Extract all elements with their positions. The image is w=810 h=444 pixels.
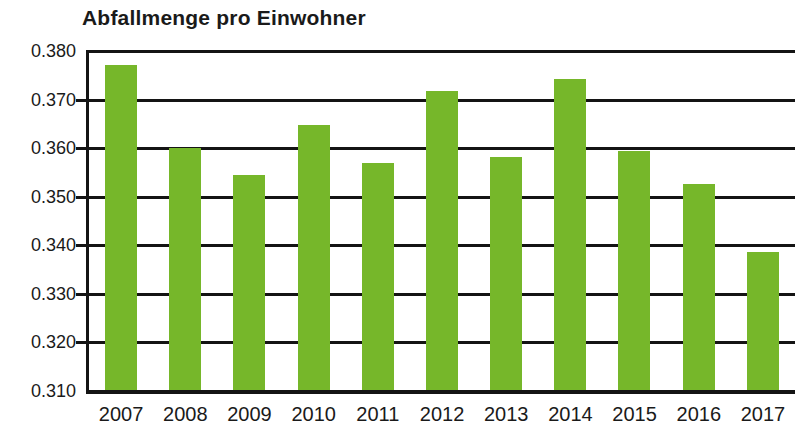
y-tick-label: 0.370 <box>0 90 76 110</box>
x-tick-label: 2013 <box>474 403 538 426</box>
x-tick-label: 2017 <box>731 403 795 426</box>
bar-2014 <box>554 79 586 390</box>
x-tick-label: 2016 <box>667 403 731 426</box>
bar-2008 <box>169 148 201 390</box>
x-tick-label: 2010 <box>282 403 346 426</box>
bar-2011 <box>362 163 394 390</box>
y-tick <box>76 99 89 102</box>
bar-chart-figure: Abfallmenge pro Einwohner 0.3800.3700.36… <box>0 0 810 444</box>
y-tick <box>76 147 89 150</box>
y-tick-label: 0.380 <box>0 41 76 61</box>
x-tick-label: 2012 <box>410 403 474 426</box>
bar-2016 <box>683 184 715 390</box>
y-tick-label: 0.320 <box>0 332 76 352</box>
y-tick <box>76 341 89 344</box>
y-tick-label: 0.310 <box>0 381 76 401</box>
y-tick-label: 0.350 <box>0 187 76 207</box>
bar-2015 <box>618 151 650 390</box>
y-tick <box>76 196 89 199</box>
bar-2012 <box>426 91 458 390</box>
x-tick-label: 2011 <box>346 403 410 426</box>
x-tick-label: 2015 <box>603 403 667 426</box>
y-tick-label: 0.360 <box>0 138 76 158</box>
x-tick-label: 2008 <box>153 403 217 426</box>
y-tick-label: 0.340 <box>0 235 76 255</box>
bar-2007 <box>105 65 137 390</box>
x-tick-label: 2009 <box>217 403 281 426</box>
bar-2009 <box>233 175 265 390</box>
bar-2017 <box>747 252 779 390</box>
bar-2013 <box>490 157 522 390</box>
y-tick <box>76 244 89 247</box>
plot-area <box>86 50 795 394</box>
x-tick-label: 2007 <box>89 403 153 426</box>
y-tick <box>76 293 89 296</box>
x-axis-labels: 2007200820092010201120122013201420152016… <box>89 403 795 426</box>
bar-2010 <box>298 125 330 390</box>
y-tick-label: 0.330 <box>0 284 76 304</box>
x-tick-label: 2014 <box>538 403 602 426</box>
bars-container <box>89 50 795 390</box>
